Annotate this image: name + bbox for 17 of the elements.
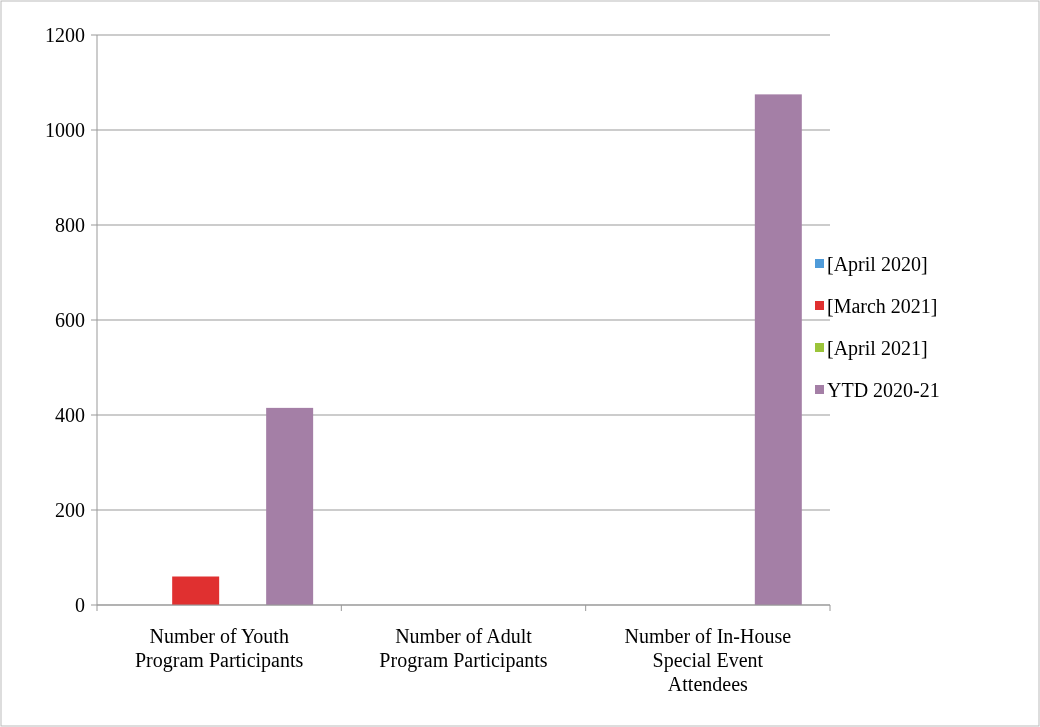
- y-tick-label: 400: [55, 404, 85, 426]
- y-tick-label: 600: [55, 309, 85, 331]
- y-tick-label: 200: [55, 499, 85, 521]
- bar: [172, 576, 220, 605]
- legend-label: [April 2021]: [827, 337, 928, 360]
- legend-label: [April 2020]: [827, 253, 928, 276]
- x-tick-label: Number of Adult Program Participants: [379, 625, 548, 672]
- bar: [266, 407, 314, 605]
- y-tick-label: 1200: [45, 24, 85, 46]
- x-tick-label: Number of In-House Special Event Attendees: [624, 625, 792, 695]
- legend-label: YTD 2020-21: [827, 379, 940, 401]
- x-tick-label: Number of Youth Program Participants: [135, 625, 304, 672]
- y-tick-label: 0: [75, 594, 85, 616]
- legend-label: [March 2021]: [827, 295, 938, 317]
- y-tick-label: 800: [55, 214, 85, 236]
- y-tick-label: 1000: [45, 119, 85, 141]
- bar: [754, 94, 802, 605]
